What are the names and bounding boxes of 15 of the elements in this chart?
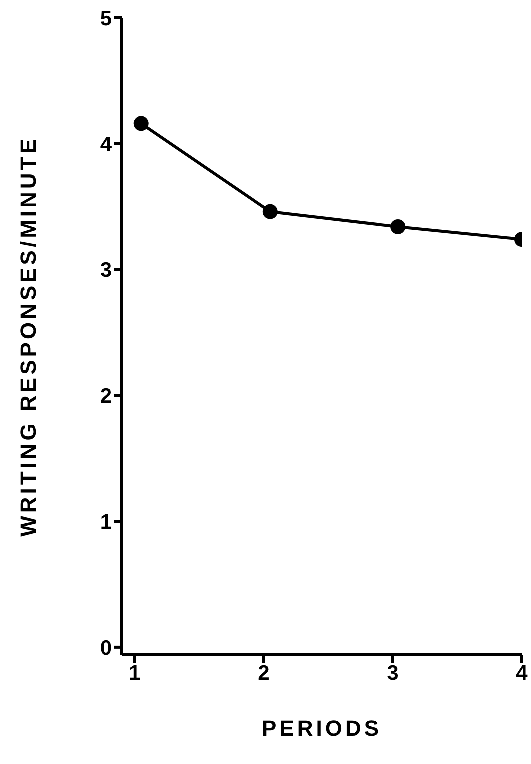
x-tick-label: 2 [258, 662, 270, 685]
point [262, 204, 278, 220]
point [134, 116, 149, 132]
x-tick-label: 3 [387, 662, 399, 685]
x-axis-title: PERIODS [262, 716, 382, 741]
y-tick-label: 4 [100, 133, 112, 156]
y-axis-title: WRITING RESPONSES/MINUTE [16, 136, 41, 537]
y-tick-label: 0 [100, 636, 112, 660]
x-tick-label: 4 [516, 662, 528, 685]
x-tick-label: 1 [129, 662, 142, 685]
y-tick-label: 2 [100, 385, 112, 408]
point [390, 219, 406, 234]
y-tick-label: 5 [100, 7, 112, 30]
y-tick-label: 1 [100, 511, 112, 534]
y-tick-label: 3 [100, 259, 112, 282]
